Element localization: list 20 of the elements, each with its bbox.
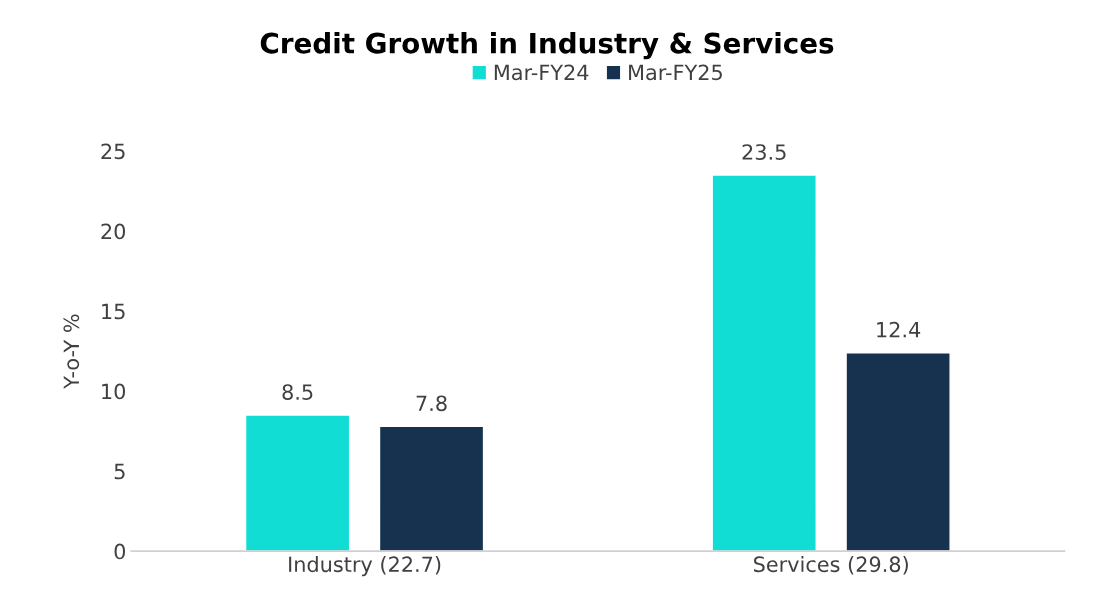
legend-label: Mar-FY24: [494, 64, 589, 81]
legend-label: Mar-FY25: [629, 64, 722, 81]
y-tick-label: 5: [114, 463, 125, 480]
bar: [378, 425, 485, 552]
data-label: 8.5: [282, 384, 313, 400]
y-tick-label: 25: [101, 143, 125, 160]
y-axis-title: Y-o-Y %: [63, 314, 80, 389]
y-tick-label: 10: [102, 383, 126, 400]
data-label: 7.8: [416, 395, 447, 412]
y-tick-label: 15: [102, 303, 125, 320]
x-tick-label: Services (29.8): [753, 556, 908, 575]
chart-title: Credit Growth in Industry & Services: [260, 32, 834, 60]
data-label: 23.5: [742, 144, 786, 160]
bar: [845, 351, 951, 552]
bar: [244, 414, 351, 552]
data-label: 12.4: [877, 321, 921, 338]
y-tick-label: 20: [101, 223, 126, 240]
x-tick-label: Industry (22.7): [289, 556, 441, 577]
y-tick-label: 0: [114, 543, 126, 560]
bar: [711, 174, 817, 552]
